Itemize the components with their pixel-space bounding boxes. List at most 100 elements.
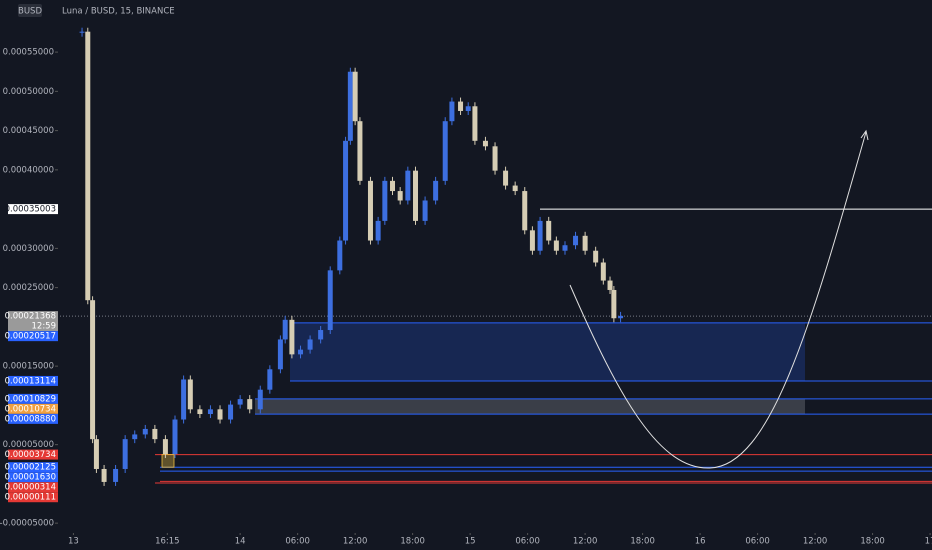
x-tick-label: 12:00 bbox=[803, 537, 828, 547]
price-label-bg bbox=[8, 204, 58, 215]
candle bbox=[593, 250, 599, 263]
price-label-bg bbox=[8, 492, 58, 503]
zone bbox=[255, 398, 805, 415]
candle bbox=[347, 71, 353, 141]
candle bbox=[562, 245, 568, 251]
candle bbox=[237, 399, 243, 405]
candle bbox=[247, 399, 253, 410]
candle bbox=[122, 439, 128, 469]
candle bbox=[458, 101, 464, 111]
projection-curve bbox=[569, 131, 867, 469]
candle bbox=[422, 200, 428, 221]
candle bbox=[397, 191, 403, 201]
candle bbox=[207, 409, 213, 415]
candle bbox=[142, 428, 148, 435]
candle bbox=[357, 121, 363, 181]
arrow-head bbox=[860, 129, 869, 141]
price-label-bg bbox=[8, 403, 58, 414]
candle bbox=[607, 280, 613, 290]
zone bbox=[290, 322, 805, 381]
price-label: 0.00008880 bbox=[5, 414, 56, 424]
candle bbox=[79, 31, 85, 33]
x-tick-label: 06:00 bbox=[285, 537, 310, 547]
y-tick-label: 0.00015000 bbox=[3, 362, 54, 372]
y-tick-label: 0.00025000 bbox=[3, 283, 54, 293]
badge-bg bbox=[18, 4, 42, 17]
price-label: 0.00000314 bbox=[5, 483, 56, 493]
price-label: 0.00010829 bbox=[5, 394, 56, 404]
price-label-bg bbox=[8, 413, 58, 424]
candle bbox=[343, 140, 349, 241]
x-tick-label: 18:00 bbox=[400, 537, 425, 547]
candle bbox=[582, 235, 588, 251]
y-tick-label: 0.00050000 bbox=[3, 87, 54, 97]
candle bbox=[197, 409, 203, 415]
candle bbox=[337, 240, 343, 271]
price-label-bg bbox=[8, 482, 58, 493]
price-label: 0.00013114 bbox=[5, 376, 56, 386]
candle bbox=[503, 170, 509, 186]
x-tick-label: 06:00 bbox=[515, 537, 540, 547]
candle bbox=[546, 220, 552, 241]
candle bbox=[113, 468, 119, 482]
candle bbox=[152, 428, 158, 440]
candle bbox=[228, 404, 234, 420]
candle bbox=[101, 468, 107, 482]
candle bbox=[267, 369, 273, 390]
candle bbox=[187, 379, 193, 410]
price-label-bg bbox=[8, 472, 58, 483]
price-label: 0.00001630 bbox=[5, 473, 56, 483]
price-label: 0.00021368 bbox=[5, 312, 56, 322]
price-label-bg bbox=[8, 331, 58, 342]
candle bbox=[162, 439, 168, 455]
y-tick-label: 0.00005000 bbox=[3, 440, 54, 450]
price-axis: -0.00005000 0.00005000 0.00015000 0.0002500… bbox=[0, 48, 932, 547]
candle bbox=[289, 319, 295, 355]
candle bbox=[618, 315, 624, 319]
candle bbox=[172, 419, 178, 455]
candle bbox=[449, 101, 455, 122]
candle bbox=[318, 330, 324, 340]
candle bbox=[390, 180, 396, 192]
candle bbox=[352, 71, 358, 122]
badge: BUSD bbox=[18, 7, 42, 17]
candle bbox=[553, 240, 559, 251]
y-tick-label: 0.00055000 bbox=[3, 48, 54, 58]
price-label-bg bbox=[8, 375, 58, 386]
candle bbox=[277, 339, 283, 370]
candle bbox=[492, 146, 498, 171]
y-tick-label: 0.00030000 bbox=[3, 244, 54, 254]
candle bbox=[132, 434, 138, 440]
price-label-bg bbox=[8, 393, 58, 404]
x-tick-label: 18:00 bbox=[630, 537, 655, 547]
price-label: 0.00000111 bbox=[5, 493, 56, 503]
x-tick-label: 18:00 bbox=[860, 537, 885, 547]
price-label: 0.00035003 bbox=[5, 205, 56, 215]
candle bbox=[382, 180, 388, 221]
candle bbox=[537, 220, 543, 251]
chart-title: Luna / BUSD, 15, BINANCE bbox=[62, 7, 175, 17]
candles bbox=[79, 27, 624, 486]
candle bbox=[482, 140, 488, 147]
candle bbox=[217, 409, 223, 420]
candle bbox=[405, 170, 411, 201]
candle bbox=[512, 185, 518, 192]
price-label-bg bbox=[8, 449, 58, 460]
price-label: 0.00003734 bbox=[5, 450, 56, 460]
candle bbox=[573, 235, 579, 246]
price-label: 0.00010734 bbox=[5, 404, 56, 414]
candle bbox=[611, 289, 617, 319]
candle bbox=[307, 339, 313, 350]
marker-box bbox=[161, 454, 175, 468]
x-tick-label: 16:15 bbox=[155, 537, 180, 547]
candle bbox=[522, 191, 528, 231]
y-tick-label: -0.00005000 bbox=[0, 519, 54, 529]
candle bbox=[85, 31, 91, 301]
candle bbox=[433, 180, 439, 201]
zones bbox=[60, 208, 932, 484]
candle bbox=[442, 121, 448, 181]
x-tick-label: 13 bbox=[68, 537, 79, 547]
x-tick-label: 15 bbox=[465, 537, 476, 547]
